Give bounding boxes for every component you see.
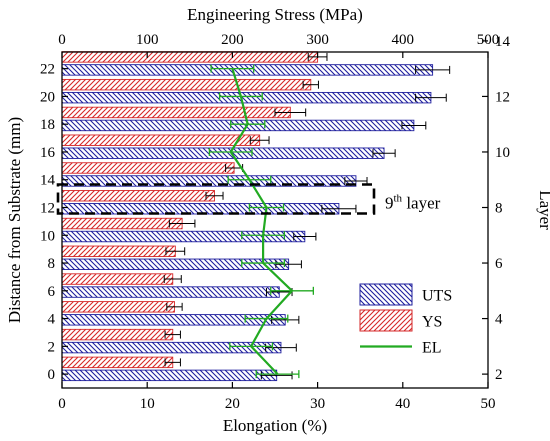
legend-swatch	[359, 309, 413, 332]
y-left-tick-label: 14	[40, 173, 56, 189]
uts-bar	[61, 286, 280, 298]
uts-bar	[61, 369, 278, 382]
ys-error-bar	[164, 358, 181, 367]
annotation-layer: 9th layer	[56, 183, 441, 215]
uts-error-bar	[265, 343, 297, 352]
x-top-tick-label: 500	[477, 32, 500, 48]
y-right-tick-label: 12	[495, 89, 510, 105]
y-left-tick-label: 22	[40, 62, 55, 78]
x-top-tick-label: 400	[392, 32, 415, 48]
x-top-tick-label: 0	[58, 32, 66, 48]
x-bottom-tick-label: 40	[395, 396, 410, 412]
y-left-axis-title: Distance from Substrate (mm)	[5, 117, 24, 323]
ys-error-bar	[168, 219, 196, 228]
y-left-tick-label: 12	[40, 201, 55, 217]
y-left-tick-label: 2	[48, 339, 56, 355]
ys-bar	[61, 328, 174, 341]
y-right-tick-label: 14	[495, 34, 511, 50]
y-right-tick-label: 10	[495, 145, 510, 161]
uts-error-bar	[271, 315, 300, 324]
ys-error-bar	[164, 330, 181, 339]
uts-error-bar	[275, 260, 302, 269]
legend-item-ys: YS	[359, 309, 442, 332]
x-bottom-tick-label: 0	[58, 396, 66, 412]
y-left-tick-label: 16	[40, 145, 56, 161]
uts-bar	[61, 258, 290, 270]
y-left-tick-label: 20	[40, 89, 55, 105]
uts-bar	[61, 91, 432, 104]
uts-error-bar	[293, 232, 317, 241]
y-right-tick-label: 6	[495, 256, 503, 272]
ys-bar	[61, 217, 183, 230]
legend-item-el: EL	[360, 340, 442, 357]
ys-error-bar	[274, 108, 307, 117]
uts-error-bar	[401, 121, 427, 130]
y-left-tick-label: 10	[40, 228, 55, 244]
y-left-tick-label: 6	[48, 284, 56, 300]
ys-bar	[61, 190, 215, 202]
ys-error-bar	[249, 136, 270, 145]
x-bottom-tick-label: 30	[310, 396, 325, 412]
x-bottom-tick-label: 10	[140, 396, 155, 412]
y-right-tick-label: 8	[495, 201, 503, 217]
ys-bar	[61, 301, 175, 313]
legend-swatch	[359, 283, 413, 306]
legend-label: EL	[422, 340, 442, 357]
el-error-bar	[210, 64, 255, 73]
bars-layer	[61, 51, 434, 382]
x-bottom-tick-label: 20	[225, 396, 240, 412]
legend-item-uts: UTS	[359, 283, 452, 306]
ys-bar	[61, 162, 235, 174]
elongation-line-layer	[208, 64, 314, 379]
uts-error-bar	[415, 65, 451, 74]
ys-error-bar	[163, 275, 182, 284]
highlight-box	[56, 183, 376, 215]
ys-bar	[61, 51, 319, 63]
x-bottom-tick-label: 50	[481, 396, 496, 412]
y-left-tick-label: 18	[40, 117, 55, 133]
plot-frame	[61, 51, 489, 389]
ys-error-bar	[302, 80, 319, 89]
uts-bar	[61, 314, 286, 326]
ys-bar	[61, 134, 261, 146]
uts-bar	[61, 341, 282, 354]
x-top-tick-label: 100	[136, 32, 159, 48]
uts-bar	[61, 64, 434, 76]
ys-error-bar	[165, 247, 186, 256]
uts-error-bar	[260, 371, 293, 380]
ys-bar	[61, 245, 176, 257]
y-right-tick-label: 4	[495, 312, 503, 328]
ys-error-bar	[205, 191, 224, 200]
ys-bar	[61, 273, 174, 285]
el-series-line	[229, 68, 294, 375]
y-right-axis-title: Layer	[536, 190, 550, 230]
x-top-tick-label: 200	[221, 32, 244, 48]
legend: UTS YS EL	[359, 283, 452, 357]
ys-bar	[61, 106, 291, 119]
legend-label: UTS	[422, 288, 452, 305]
y-right-tick-label: 2	[495, 367, 503, 383]
ys-error-bar	[166, 302, 183, 311]
uts-error-bar	[321, 204, 357, 213]
y-left-tick-label: 0	[48, 367, 56, 383]
uts-bar	[61, 230, 306, 243]
x-top-tick-label: 300	[306, 32, 329, 48]
highlight-label: 9th layer	[385, 193, 441, 213]
uts-error-bar	[415, 93, 447, 102]
uts-error-bar	[372, 149, 396, 158]
y-left-tick-label: 8	[48, 256, 56, 272]
legend-label: YS	[422, 314, 442, 331]
y-left-tick-label: 4	[48, 312, 56, 328]
uts-bar	[61, 147, 385, 159]
x-bottom-axis-title: Elongation (%)	[223, 416, 327, 435]
ys-bar	[61, 78, 312, 91]
axes-layer: 0 10 20 30 40 500 100 200 300 400 5000246810121416…	[40, 32, 511, 412]
ys-bar	[61, 356, 174, 369]
uts-bar	[61, 119, 415, 132]
x-top-axis-title: Engineering Stress (MPa)	[187, 5, 363, 24]
